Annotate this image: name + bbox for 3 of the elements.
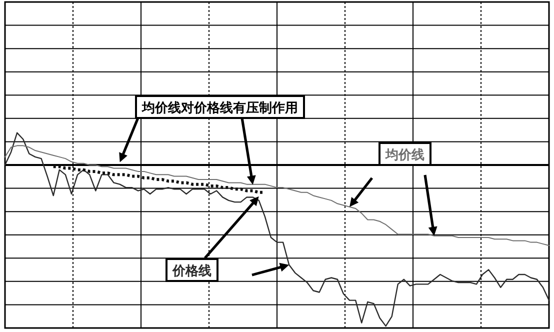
text: 均价线 — [384, 148, 424, 163]
text: 均价线对价格线有压制作用 — [141, 101, 298, 116]
text: 价格线 — [172, 264, 212, 279]
